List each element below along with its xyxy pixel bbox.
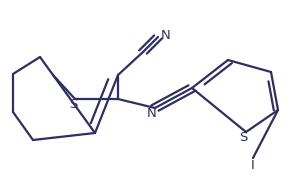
- Text: S: S: [239, 131, 247, 144]
- Text: N: N: [147, 107, 157, 120]
- Text: N: N: [161, 28, 170, 42]
- Text: S: S: [69, 98, 78, 111]
- Text: I: I: [251, 159, 255, 172]
